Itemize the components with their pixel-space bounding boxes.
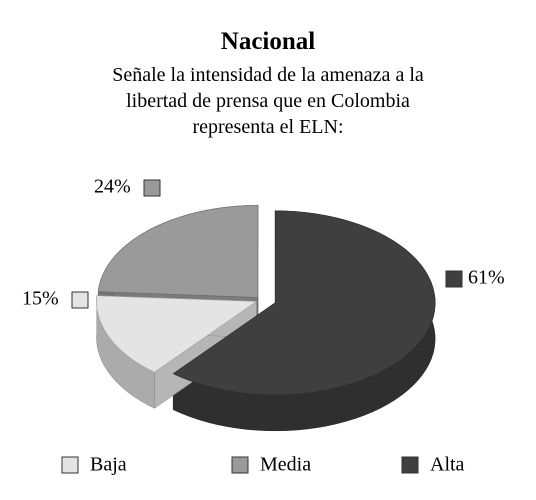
- legend-key: [401, 456, 419, 474]
- legend-key: [61, 456, 79, 474]
- data-label: 15%: [22, 288, 59, 310]
- legend-label: Alta: [430, 454, 465, 476]
- chart-subtitle: Señale la intensidad de la amenaza a la …: [112, 64, 424, 138]
- data-label-key: [71, 291, 89, 309]
- legend-label: Media: [260, 454, 311, 476]
- legend-key: [231, 456, 249, 474]
- slice: [96, 295, 258, 373]
- data-label-key: [445, 270, 463, 288]
- data-label: 61%: [468, 267, 505, 289]
- data-label: 24%: [94, 176, 131, 198]
- legend-label: Baja: [90, 454, 127, 476]
- slice: [97, 205, 259, 298]
- data-label-key: [143, 179, 161, 197]
- chart-title: Nacional: [220, 28, 316, 55]
- slice: [172, 210, 436, 396]
